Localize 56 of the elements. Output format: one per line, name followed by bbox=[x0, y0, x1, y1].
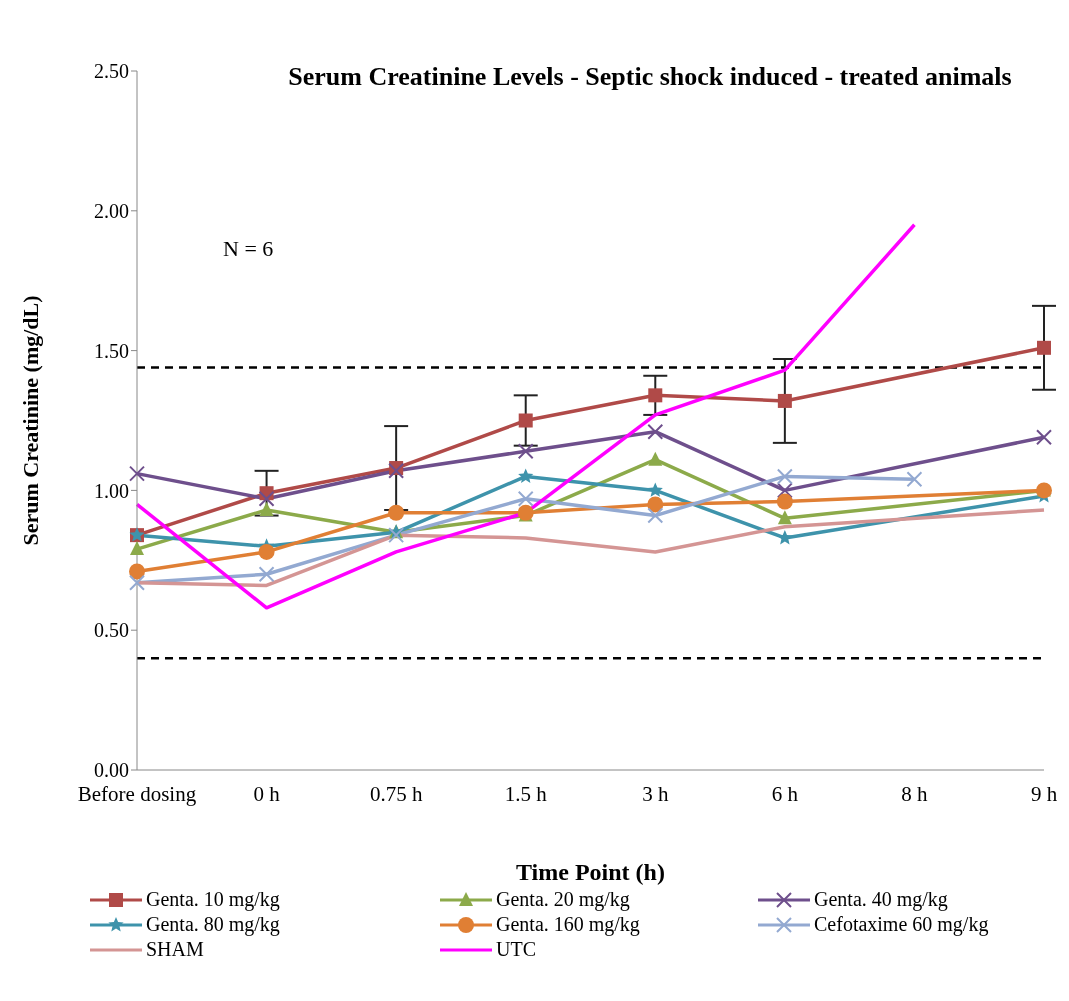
y-tick-label: 1.00 bbox=[94, 479, 129, 502]
point bbox=[647, 496, 664, 513]
point bbox=[648, 451, 663, 466]
point bbox=[906, 471, 923, 488]
legend-label: Genta. 40 mg/kg bbox=[814, 888, 948, 911]
point bbox=[518, 413, 533, 428]
point bbox=[129, 563, 145, 580]
point bbox=[130, 541, 144, 556]
point bbox=[1037, 340, 1051, 355]
legend-label: Genta. 80 mg/kg bbox=[146, 913, 280, 936]
x-tick-label: 3 h bbox=[642, 781, 669, 806]
x-tick-label: 8 h bbox=[901, 781, 929, 806]
y-tick-label: 2.00 bbox=[94, 199, 129, 222]
point bbox=[777, 510, 792, 525]
legend-label: Cefotaxime 60 mg/kg bbox=[814, 913, 989, 936]
y-tick-label: 0.00 bbox=[94, 759, 129, 782]
legend-label: Genta. 160 mg/kg bbox=[496, 913, 640, 936]
x-tick-label: 0 h bbox=[253, 781, 281, 806]
point bbox=[388, 527, 405, 544]
x-tick-label: 9 h bbox=[1030, 781, 1058, 806]
point bbox=[129, 465, 145, 482]
point bbox=[517, 490, 534, 507]
point bbox=[517, 443, 534, 460]
x-tick-label: 1.5 h bbox=[504, 781, 548, 806]
annotation: N = 6 bbox=[223, 236, 274, 262]
x-tick-label: 6 h bbox=[771, 781, 799, 806]
x-tick-label: 0.75 h bbox=[369, 781, 423, 806]
point bbox=[1036, 429, 1052, 446]
legend-label: SHAM bbox=[146, 938, 204, 961]
x-axis-title: Time Point (h) bbox=[516, 859, 665, 885]
legend-label: Genta. 10 mg/kg bbox=[146, 888, 280, 911]
line-series bbox=[135, 223, 917, 610]
y-tick-label: 0.50 bbox=[94, 619, 129, 642]
x-tick-label: Before dosing bbox=[77, 781, 197, 806]
point bbox=[258, 490, 275, 507]
chart-title: Serum Creatinine Levels - Septic shock induced - treated animals bbox=[287, 61, 1013, 93]
point bbox=[647, 507, 664, 524]
point bbox=[777, 393, 792, 408]
y-tick-label: 2.50 bbox=[94, 60, 129, 83]
point bbox=[258, 566, 275, 583]
point bbox=[258, 543, 275, 560]
y-tick-label: 1.50 bbox=[94, 339, 129, 362]
point bbox=[259, 501, 274, 516]
point bbox=[518, 468, 534, 483]
point bbox=[388, 504, 405, 521]
point bbox=[647, 423, 664, 440]
point bbox=[776, 482, 793, 499]
legend-label: Genta. 20 mg/kg bbox=[496, 888, 630, 911]
point bbox=[777, 529, 793, 545]
legend-label: UTC bbox=[496, 938, 536, 961]
point bbox=[647, 482, 663, 497]
point bbox=[776, 468, 793, 485]
point bbox=[776, 493, 793, 510]
point bbox=[648, 388, 663, 403]
y-axis-title: Serum Creatinine (mg/dL) bbox=[17, 295, 43, 546]
point bbox=[129, 574, 145, 591]
